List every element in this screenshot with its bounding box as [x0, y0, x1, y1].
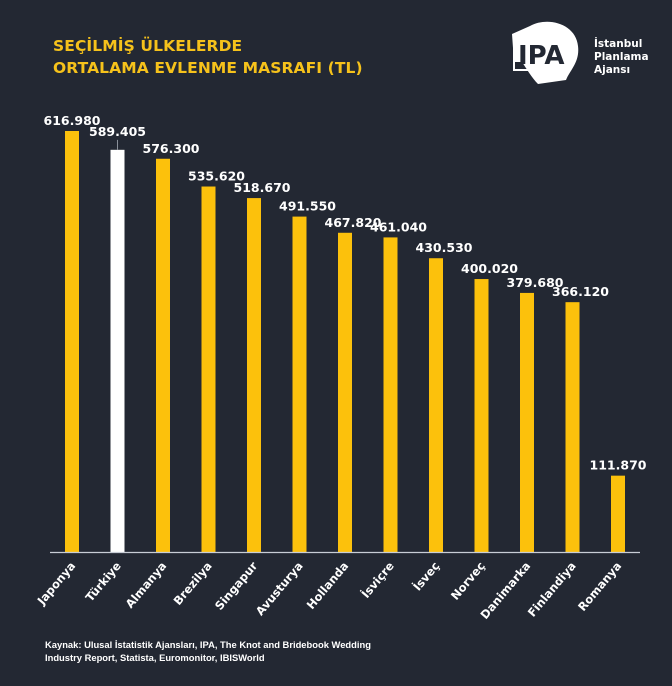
category-label: Hollanda [304, 559, 352, 612]
bar-brezilya [201, 186, 216, 552]
value-label: 430.530 [416, 240, 473, 255]
bars-group [65, 131, 625, 553]
bar-hollanda [338, 232, 352, 552]
logo-line-1: İstanbul [594, 38, 643, 50]
value-label: 535.620 [188, 169, 245, 184]
value-label: 616.980 [44, 113, 101, 128]
ipa-logo-mark: IPA [518, 41, 564, 71]
category-label: Avusturya [253, 559, 306, 618]
value-label: 111.870 [590, 458, 647, 473]
value-label: 366.120 [552, 284, 609, 299]
bar-japonya [65, 131, 79, 552]
ipa-logo-text: İstanbul Planlama Ajansı [594, 38, 649, 77]
bar-romanya [611, 475, 625, 552]
value-label: 491.550 [279, 199, 336, 214]
chart-title: SEÇİLMİŞ ÜLKELERDE ORTALAMA EVLENME MASR… [53, 35, 363, 79]
value-label: 461.040 [370, 219, 427, 234]
ipa-logo: IPA İstanbul Planlama Ajansı [508, 18, 658, 88]
chart-title-line-1: SEÇİLMİŞ ÜLKELERDE [53, 37, 243, 55]
value-label: 589.405 [89, 124, 146, 139]
bar-norveç [474, 279, 489, 552]
bar-almanya [156, 158, 170, 552]
bar-türkiye [110, 149, 125, 552]
logo-line-2: Planlama [594, 51, 649, 63]
category-label: Türkiye [83, 559, 124, 605]
source-note: Kaynak: Ulusal İstatistik Ajansları, IPA… [45, 639, 371, 663]
chart-title-line-2: ORTALAMA EVLENME MASRAFI (TL) [53, 59, 363, 77]
value-label: 576.300 [143, 141, 200, 156]
category-label: İsveç [409, 558, 442, 593]
logo-line-3: Ajansı [594, 64, 631, 76]
value-label: 379.680 [507, 275, 564, 290]
category-label: Norveç [448, 559, 488, 603]
category-label: Almanya [123, 559, 170, 611]
bar-singapur [247, 198, 261, 553]
category-label: Singapur [212, 559, 261, 613]
bar-finlandiya [565, 302, 580, 552]
category-label: Romanya [575, 559, 624, 614]
bar-danimarka [520, 292, 534, 552]
bar-avusturya [292, 216, 307, 553]
value-label: 400.020 [461, 261, 518, 276]
ipa-logo-icon: IPA [512, 21, 579, 84]
category-label: Japonya [34, 559, 79, 608]
category-label: İsviçre [358, 558, 397, 601]
category-label: Brezilya [171, 559, 215, 608]
bar-i̇sviçre [383, 237, 398, 552]
value-label: 518.670 [234, 180, 291, 195]
value-label: 467.820 [325, 215, 382, 230]
bar-i̇sveç [429, 258, 443, 552]
